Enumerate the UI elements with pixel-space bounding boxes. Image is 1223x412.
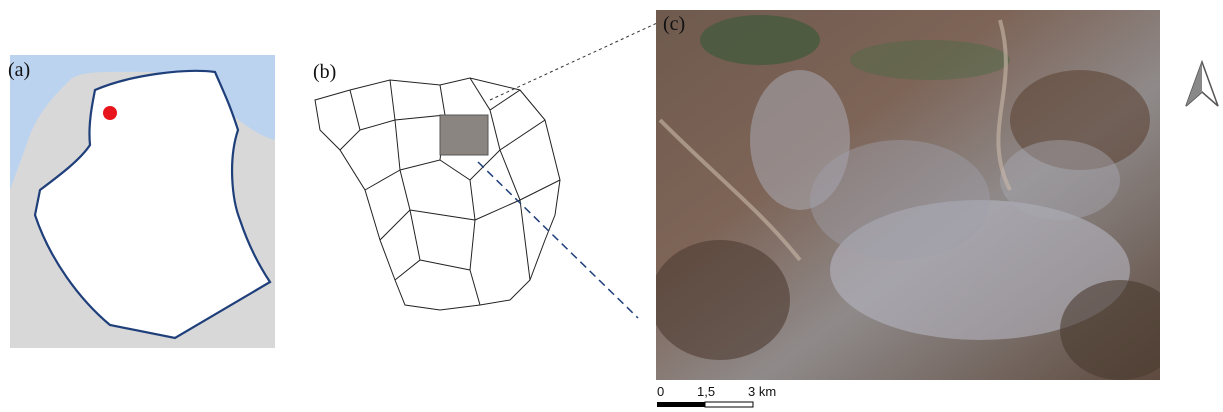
- scale-label: 0: [657, 384, 664, 399]
- connector: [478, 162, 638, 318]
- province-outline: [315, 78, 560, 310]
- panel-b: (b): [313, 61, 560, 310]
- connector: [490, 18, 668, 100]
- panel-c: [650, 10, 1180, 380]
- figure: (a) (b) (c) 0 1,5 3 km: [0, 0, 1223, 412]
- commune-borders: [340, 78, 560, 305]
- panel-label: (a): [8, 59, 30, 81]
- scale-bar: 0 1,5 3 km: [657, 384, 776, 407]
- panel-a: (a): [8, 55, 275, 348]
- panel-label: (c): [663, 13, 685, 35]
- panel-label: (b): [313, 61, 336, 83]
- scale-label: 3 km: [748, 384, 776, 399]
- location-dot: [103, 106, 117, 120]
- scale-label: 1,5: [697, 384, 715, 399]
- study-area: [440, 115, 488, 155]
